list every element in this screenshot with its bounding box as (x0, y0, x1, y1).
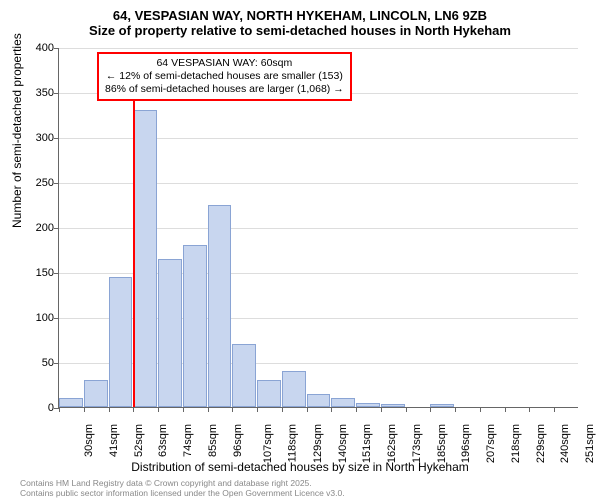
x-tick-label: 140sqm (337, 424, 349, 463)
x-tick-mark (84, 407, 85, 412)
y-tick-mark (54, 138, 59, 139)
y-tick-mark (54, 318, 59, 319)
x-tick-mark (158, 407, 159, 412)
y-tick-label: 200 (14, 222, 54, 234)
y-tick-label: 50 (14, 357, 54, 369)
x-tick-mark (430, 407, 431, 412)
chart-title: 64, VESPASIAN WAY, NORTH HYKEHAM, LINCOL… (0, 0, 600, 38)
y-tick-label: 250 (14, 177, 54, 189)
annotation-line-3: 86% of semi-detached houses are larger (… (105, 83, 344, 96)
x-tick-label: 151sqm (362, 424, 374, 463)
histogram-bar (356, 403, 380, 408)
plot-area: 64 VESPASIAN WAY: 60sqm ← 12% of semi-de… (58, 48, 578, 408)
histogram-bar (430, 404, 454, 407)
x-tick-mark (406, 407, 407, 412)
y-tick-mark (54, 228, 59, 229)
y-tick-label: 350 (14, 87, 54, 99)
x-tick-label: 41sqm (108, 424, 120, 457)
y-tick-label: 400 (14, 42, 54, 54)
x-tick-mark (455, 407, 456, 412)
y-tick-mark (54, 363, 59, 364)
x-tick-label: 196sqm (461, 424, 473, 463)
histogram-bar (59, 398, 83, 407)
x-tick-label: 207sqm (485, 424, 497, 463)
histogram-bar (381, 404, 405, 407)
y-tick-label: 300 (14, 132, 54, 144)
histogram-bar (232, 344, 256, 407)
title-line-1: 64, VESPASIAN WAY, NORTH HYKEHAM, LINCOL… (0, 8, 600, 23)
annotation-line-1: 64 VESPASIAN WAY: 60sqm (105, 57, 344, 70)
x-tick-label: 251sqm (584, 424, 596, 463)
histogram-bar (282, 371, 306, 407)
x-tick-label: 74sqm (182, 424, 194, 457)
x-tick-mark (529, 407, 530, 412)
x-tick-mark (183, 407, 184, 412)
marker-line (133, 93, 135, 407)
histogram-bar (109, 277, 133, 408)
x-tick-label: 85sqm (207, 424, 219, 457)
x-tick-mark (307, 407, 308, 412)
x-tick-label: 218sqm (510, 424, 522, 463)
x-tick-label: 229sqm (535, 424, 547, 463)
x-tick-label: 52sqm (133, 424, 145, 457)
x-tick-label: 30sqm (83, 424, 95, 457)
x-tick-mark (208, 407, 209, 412)
x-tick-mark (109, 407, 110, 412)
y-axis-label: Number of semi-detached properties (10, 33, 24, 228)
x-tick-mark (480, 407, 481, 412)
footer-line-1: Contains HM Land Registry data © Crown c… (20, 478, 345, 488)
x-tick-label: 129sqm (312, 424, 324, 463)
x-tick-label: 185sqm (436, 424, 448, 463)
grid-line (59, 48, 578, 49)
x-tick-label: 173sqm (411, 424, 423, 463)
x-tick-mark (133, 407, 134, 412)
x-tick-mark (331, 407, 332, 412)
y-tick-mark (54, 48, 59, 49)
footer-attribution: Contains HM Land Registry data © Crown c… (20, 478, 345, 498)
histogram-bar (158, 259, 182, 408)
x-tick-mark (554, 407, 555, 412)
x-tick-label: 240sqm (560, 424, 572, 463)
x-tick-mark (282, 407, 283, 412)
x-tick-label: 96sqm (232, 424, 244, 457)
x-tick-label: 162sqm (386, 424, 398, 463)
y-tick-mark (54, 273, 59, 274)
histogram-bar (208, 205, 232, 408)
histogram-bar (257, 380, 281, 407)
y-tick-mark (54, 93, 59, 94)
x-tick-mark (505, 407, 506, 412)
x-tick-mark (232, 407, 233, 412)
histogram-bar (183, 245, 207, 407)
histogram-bar (133, 110, 157, 407)
histogram-bar (84, 380, 108, 407)
y-tick-mark (54, 183, 59, 184)
x-tick-mark (257, 407, 258, 412)
annotation-box: 64 VESPASIAN WAY: 60sqm ← 12% of semi-de… (97, 52, 352, 101)
x-tick-label: 118sqm (286, 424, 298, 462)
x-tick-label: 63sqm (157, 424, 169, 457)
histogram-bar (331, 398, 355, 407)
x-tick-mark (381, 407, 382, 412)
annotation-line-2: ← 12% of semi-detached houses are smalle… (105, 70, 344, 83)
x-tick-mark (59, 407, 60, 412)
x-tick-mark (356, 407, 357, 412)
y-tick-label: 150 (14, 267, 54, 279)
title-line-2: Size of property relative to semi-detach… (0, 23, 600, 38)
y-tick-label: 100 (14, 312, 54, 324)
footer-line-2: Contains public sector information licen… (20, 488, 345, 498)
x-tick-label: 107sqm (262, 424, 274, 463)
histogram-bar (307, 394, 331, 408)
y-tick-label: 0 (14, 402, 54, 414)
